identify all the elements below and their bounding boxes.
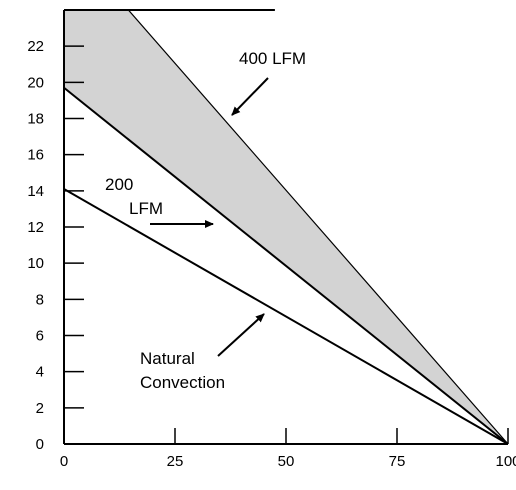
arrow-400-lfm: [231, 77, 269, 116]
y-tick-label: 20: [27, 74, 44, 91]
label-natural-line2: Convection: [140, 373, 225, 392]
label-natural-line1: Natural: [140, 349, 195, 368]
y-tick-label: 14: [27, 183, 44, 200]
y-tick-label: 22: [27, 38, 44, 55]
y-tick-label: 6: [36, 328, 44, 345]
y-tick-label: 12: [27, 219, 44, 236]
y-tick-label: 2: [36, 400, 44, 417]
y-tick-label: 16: [27, 147, 44, 164]
y-tick-label: 4: [36, 364, 44, 381]
series-line-natural-convection: [63, 188, 509, 445]
x-tick-label: 0: [60, 453, 68, 470]
x-tick-label: 25: [167, 453, 184, 470]
label-400-lfm: 400 LFM: [239, 49, 306, 68]
y-tick-label: 0: [36, 436, 44, 453]
label-200-lfm-line1: 200: [105, 175, 133, 194]
y-tick-label: 18: [27, 111, 44, 128]
label-200-lfm-line2: LFM: [129, 199, 163, 218]
x-tick-label: 50: [278, 453, 295, 470]
x-tick-label: 100: [495, 453, 516, 470]
y-tick-label: 8: [36, 291, 44, 308]
x-tick-label: 75: [389, 453, 406, 470]
shaded-region-200-400-lfm: [64, 10, 508, 444]
y-tick-label: 10: [27, 255, 44, 272]
series-line-200-lfm: [63, 86, 509, 445]
arrow-natural-convection: [217, 313, 265, 357]
